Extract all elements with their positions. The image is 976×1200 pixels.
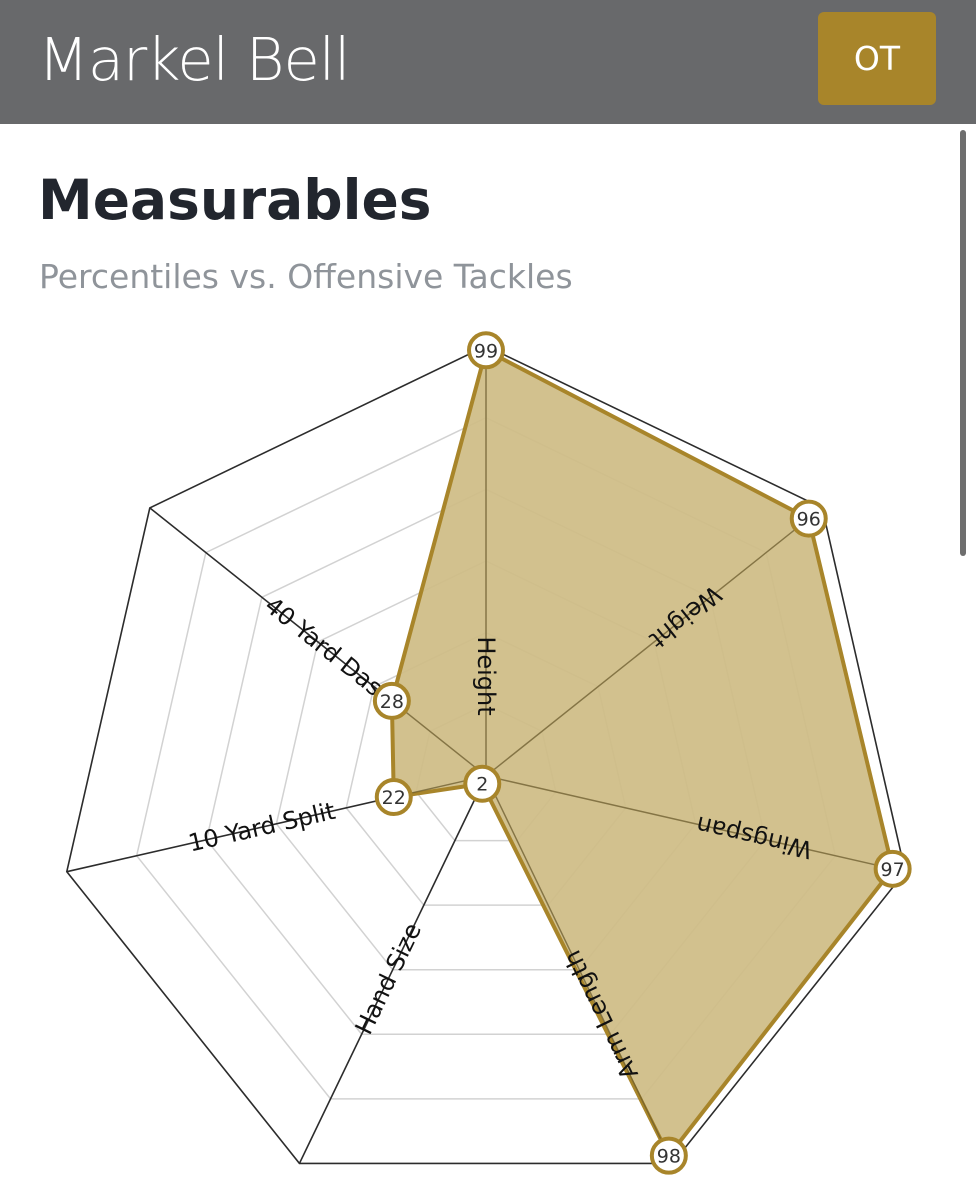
data-point[interactable] [374,778,413,817]
spoke-overlay [391,700,487,777]
data-label: 22 [382,787,406,809]
player-name: Markel Bell [38,25,351,94]
section-title: Measurables [38,168,432,232]
data-label: 28 [380,691,404,713]
axis-label: 10 Yard Split [186,797,338,858]
radar-outline [65,345,907,1165]
data-label: 99 [474,340,498,362]
position-badge[interactable]: OT [818,12,936,105]
player-header: Markel Bell OT [0,0,976,124]
outer-boundary [65,345,907,1165]
axis-label: Hand Size [350,919,427,1039]
spoke-overlay [485,775,893,870]
spoke-overlay [485,518,810,777]
data-label: 97 [881,859,905,881]
data-point[interactable] [467,331,505,370]
scrollbar[interactable] [960,130,966,556]
data-point[interactable] [789,499,828,538]
section-subtitle: Percentiles vs. Offensive Tackles [39,257,573,296]
spoke [298,775,487,1164]
data-point[interactable] [372,681,411,720]
data-label: 2 [476,774,488,796]
data-point[interactable] [463,764,502,803]
data-point[interactable] [873,849,912,888]
data-label: 98 [657,1146,681,1168]
spoke-overlay [485,775,670,1156]
data-point[interactable] [649,1136,688,1175]
axis-label: Height [472,636,500,715]
data-label: 96 [797,509,821,531]
